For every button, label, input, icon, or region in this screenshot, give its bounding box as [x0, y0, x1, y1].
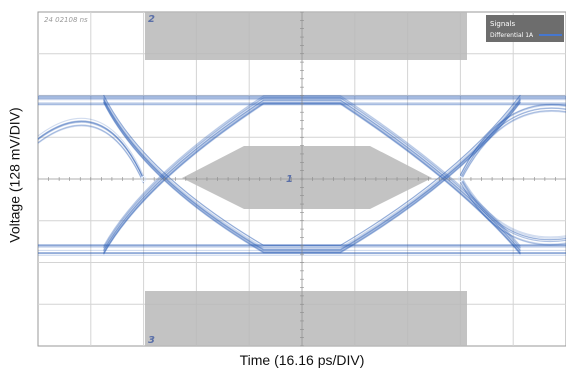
- legend-title: Signals: [490, 20, 516, 28]
- mask-label-top: 2: [148, 14, 155, 25]
- mask-region-bottom: [145, 291, 467, 346]
- mask-label-center: 1: [286, 174, 293, 185]
- mask-label-bottom: 3: [148, 335, 155, 346]
- legend-entry-label: Differential 1A: [490, 32, 534, 39]
- legend: Signals Differential 1A: [486, 15, 564, 42]
- timestamp-label: 24 02108 ns: [44, 16, 88, 24]
- mask-region-top: [145, 12, 467, 60]
